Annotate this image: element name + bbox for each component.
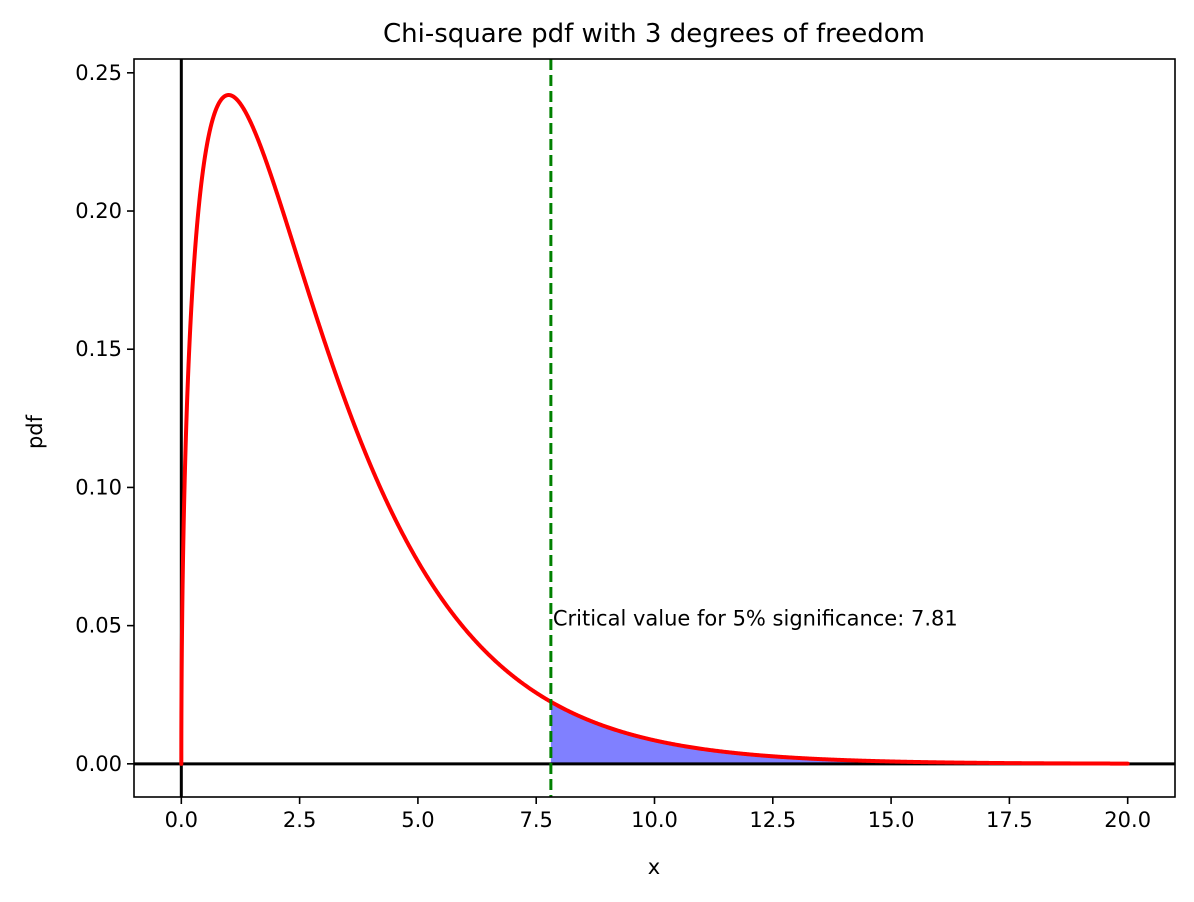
y-tick-label: 0.00 [75, 752, 122, 776]
x-tick-label: 15.0 [868, 808, 915, 832]
y-tick-label: 0.20 [75, 199, 122, 223]
x-axis-label: x [648, 855, 660, 879]
x-tick-label: 20.0 [1104, 808, 1151, 832]
x-tick-label: 0.0 [165, 808, 198, 832]
y-axis-label: pdf [23, 414, 47, 449]
plot-area [134, 59, 1175, 797]
y-ticks: 0.00 0.05 0.10 0.15 0.20 0.25 [75, 61, 134, 776]
x-tick-label: 17.5 [986, 808, 1033, 832]
curve-layer [179, 93, 1130, 766]
critical-value-annotation: Critical value for 5% significance: 7.81 [553, 607, 958, 631]
y-tick-label: 0.25 [75, 61, 122, 85]
x-tick-label: 10.0 [631, 808, 678, 832]
y-tick-label: 0.05 [75, 614, 122, 638]
y-tick-label: 0.10 [75, 475, 122, 499]
pdf-curve [179, 93, 1130, 766]
x-ticks: 0.0 2.5 5.0 7.5 10.0 12.5 15.0 17.5 20.0 [165, 797, 1151, 832]
x-tick-label: 2.5 [283, 808, 316, 832]
x-tick-label: 12.5 [749, 808, 796, 832]
x-tick-label: 7.5 [520, 808, 553, 832]
x-tick-label: 5.0 [401, 808, 434, 832]
chart-title: Chi-square pdf with 3 degrees of freedom [383, 19, 925, 49]
y-tick-label: 0.15 [75, 337, 122, 361]
